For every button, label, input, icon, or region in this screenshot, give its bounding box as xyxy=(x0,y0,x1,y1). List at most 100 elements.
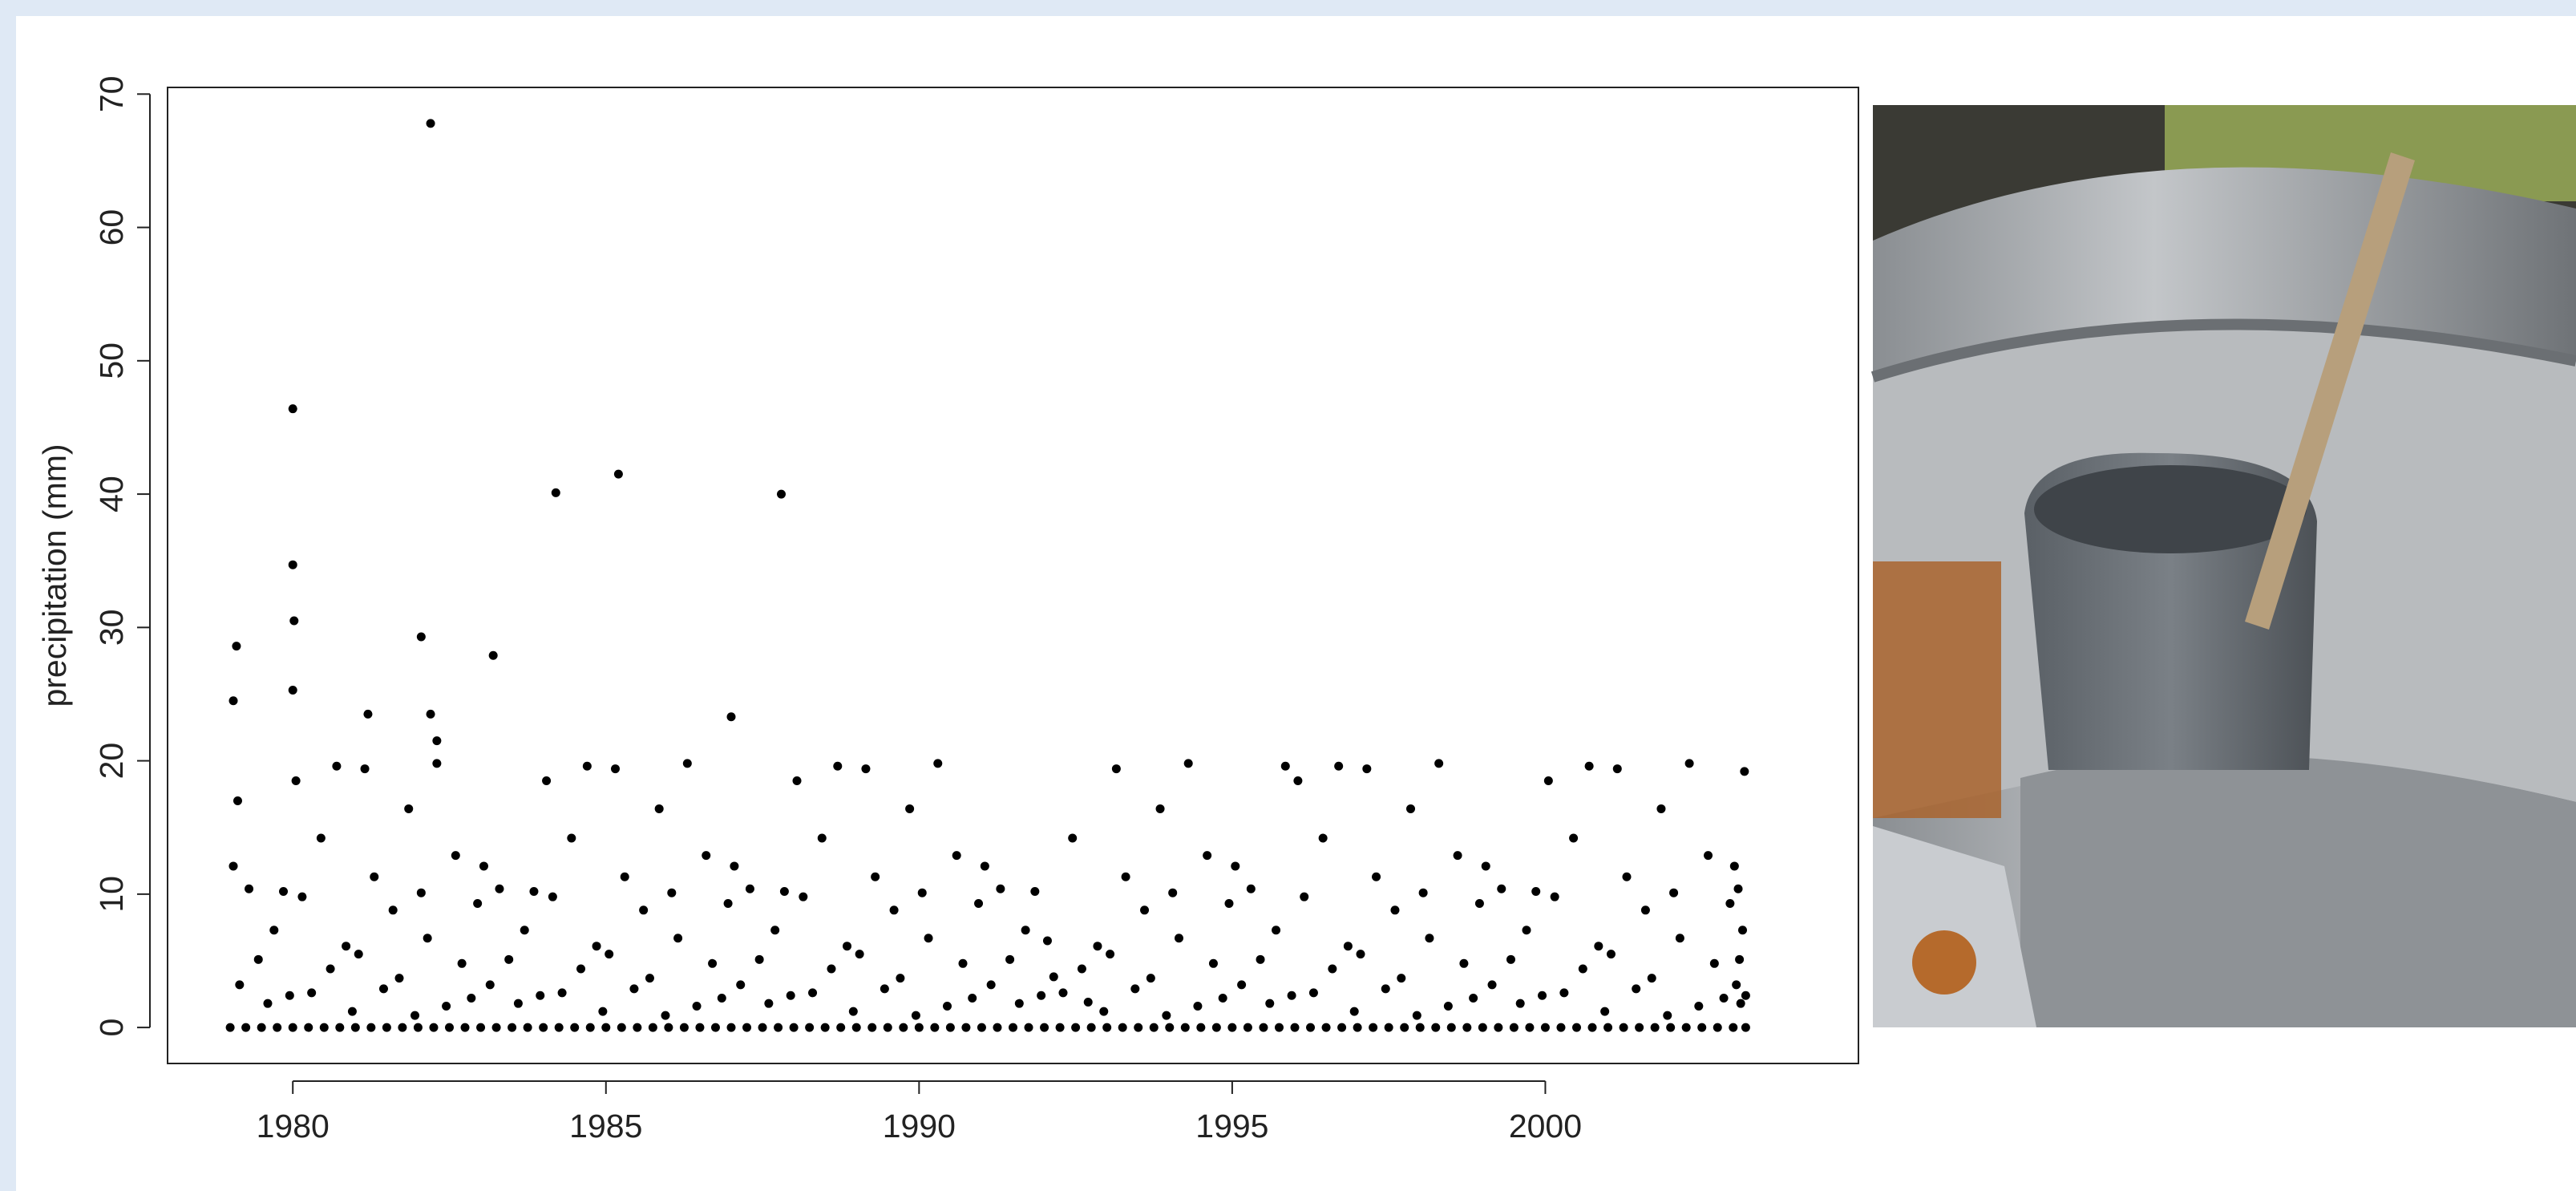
point xyxy=(980,861,989,871)
rusty-clamp xyxy=(1873,561,2001,818)
point xyxy=(1732,980,1741,990)
point xyxy=(682,759,692,768)
point xyxy=(1290,1023,1300,1032)
point xyxy=(1231,861,1240,871)
point xyxy=(297,892,307,901)
point xyxy=(1612,764,1622,774)
point xyxy=(1525,1023,1535,1032)
point xyxy=(1042,936,1052,946)
point xyxy=(1640,905,1650,915)
point xyxy=(613,469,623,479)
point xyxy=(1736,999,1745,1008)
point xyxy=(1021,926,1030,935)
point xyxy=(1259,1023,1268,1032)
point xyxy=(1390,905,1400,915)
point xyxy=(610,764,620,774)
point xyxy=(582,761,592,771)
point xyxy=(598,1007,608,1016)
point xyxy=(1729,861,1739,871)
x-tick-label: 1990 xyxy=(883,1108,956,1144)
point xyxy=(1071,1023,1081,1032)
point xyxy=(491,1023,501,1032)
point xyxy=(1704,851,1713,861)
point xyxy=(350,1023,360,1032)
point xyxy=(1556,1023,1566,1032)
point xyxy=(316,833,326,843)
point xyxy=(774,1023,783,1032)
point xyxy=(479,861,488,871)
point xyxy=(554,1023,564,1032)
point xyxy=(861,764,871,774)
point xyxy=(288,560,297,569)
point xyxy=(996,884,1005,893)
point xyxy=(958,958,968,968)
point xyxy=(942,1002,952,1011)
point xyxy=(326,964,335,974)
y-tick-label: 20 xyxy=(93,743,130,780)
point xyxy=(1014,999,1024,1008)
point xyxy=(445,1023,454,1032)
point xyxy=(394,974,404,983)
point xyxy=(924,934,933,943)
point xyxy=(548,892,557,901)
point xyxy=(1256,954,1265,964)
point xyxy=(429,1023,439,1032)
point xyxy=(1397,974,1406,983)
point xyxy=(1318,833,1328,843)
point xyxy=(1121,872,1130,881)
point xyxy=(1540,1023,1550,1032)
point xyxy=(1306,1023,1316,1032)
point xyxy=(648,1023,657,1032)
point xyxy=(1134,1023,1143,1032)
point xyxy=(1487,980,1497,990)
point xyxy=(1729,1023,1738,1032)
y-tick-label: 70 xyxy=(93,76,130,113)
point xyxy=(1334,761,1344,771)
point xyxy=(789,1023,799,1032)
point xyxy=(1446,1023,1456,1032)
point xyxy=(620,872,629,881)
point xyxy=(911,1011,920,1020)
point xyxy=(426,709,435,719)
point xyxy=(1594,942,1603,951)
point xyxy=(542,776,552,786)
point xyxy=(263,999,273,1008)
point xyxy=(833,761,843,771)
point xyxy=(253,954,263,964)
point xyxy=(1469,994,1478,1003)
point xyxy=(1246,884,1256,893)
point xyxy=(1093,942,1102,951)
point xyxy=(1647,974,1656,983)
point xyxy=(1509,1023,1519,1032)
can-rim xyxy=(1870,318,2576,383)
point xyxy=(1381,984,1390,994)
point xyxy=(416,888,426,897)
point xyxy=(1308,988,1318,998)
point xyxy=(1130,984,1140,994)
point xyxy=(905,804,915,813)
point xyxy=(917,888,927,897)
point xyxy=(1650,1023,1660,1032)
point xyxy=(843,942,852,951)
point xyxy=(1733,884,1743,893)
point xyxy=(867,1023,877,1032)
point xyxy=(695,1023,705,1032)
point xyxy=(404,804,414,813)
point xyxy=(398,1023,407,1032)
point xyxy=(233,796,242,805)
point xyxy=(1415,1023,1425,1032)
point xyxy=(1681,1023,1691,1032)
point xyxy=(426,119,435,128)
point xyxy=(871,872,880,881)
point xyxy=(820,1023,830,1032)
point xyxy=(1168,888,1178,897)
point xyxy=(1111,764,1121,774)
point xyxy=(291,776,301,786)
point xyxy=(664,1023,673,1032)
point xyxy=(1321,1023,1331,1032)
point xyxy=(899,1023,908,1032)
point xyxy=(1622,872,1632,881)
point xyxy=(974,898,984,908)
point xyxy=(1077,964,1086,974)
